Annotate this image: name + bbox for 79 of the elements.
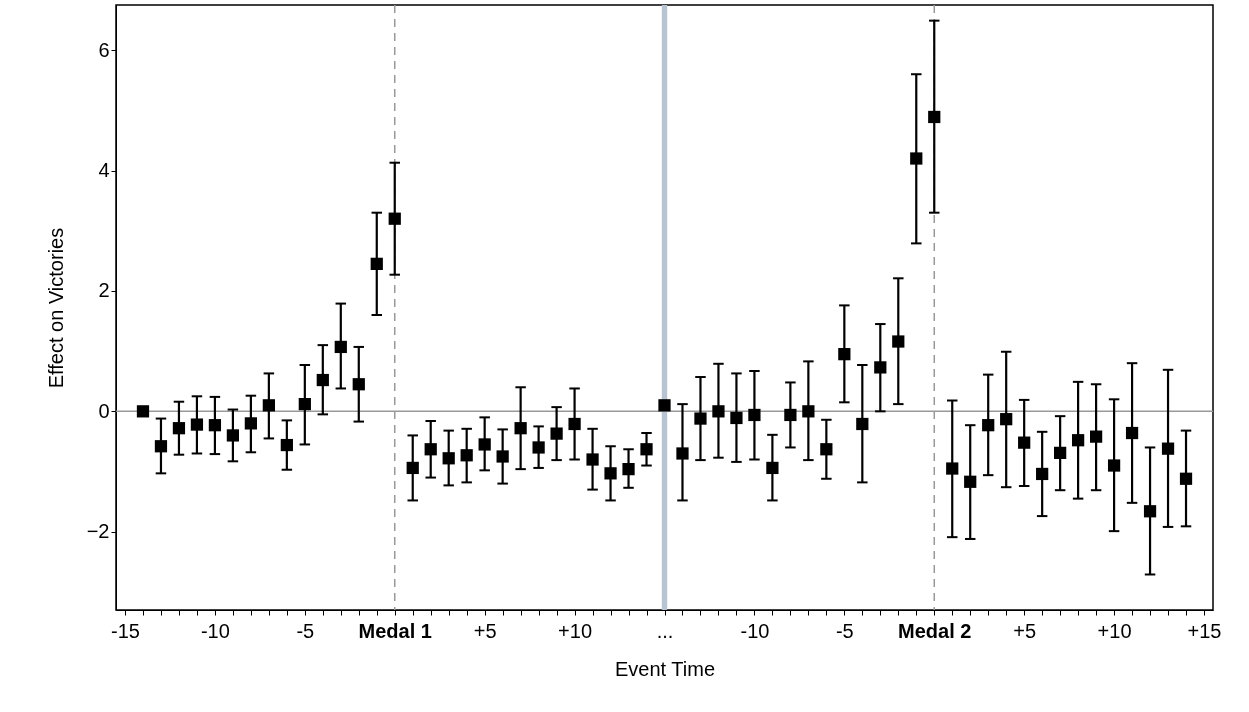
point (820, 443, 833, 456)
point (334, 340, 347, 354)
point (460, 449, 473, 462)
point (370, 257, 383, 270)
point (694, 412, 707, 425)
point (478, 438, 491, 451)
y-axis-title: Effect on Victories (44, 227, 67, 389)
x-tick-label: +10 (558, 619, 593, 642)
point (712, 405, 725, 418)
point (910, 152, 923, 165)
point (1000, 413, 1013, 426)
point (1107, 459, 1121, 472)
point (190, 418, 204, 431)
point (352, 378, 365, 391)
point (496, 450, 509, 463)
x-tick-label: Medal 1 (358, 619, 432, 642)
point (874, 361, 887, 374)
point (982, 419, 995, 432)
point (892, 335, 905, 348)
x-tick-label: +10 (1097, 619, 1132, 642)
y-tick-label: 6 (98, 38, 110, 61)
point (136, 405, 150, 418)
point (1089, 430, 1103, 443)
point (208, 419, 222, 432)
point (1036, 467, 1049, 481)
x-tick-label: -15 (111, 619, 140, 642)
point (586, 453, 599, 466)
point (1143, 505, 1157, 518)
x-tick-label: Medal 2 (898, 619, 972, 642)
point (172, 422, 186, 435)
point (838, 348, 851, 361)
x-tick-label: +5 (1013, 619, 1037, 642)
point (766, 461, 779, 475)
point (568, 417, 581, 431)
point (388, 212, 401, 225)
point (442, 452, 455, 465)
point (244, 417, 257, 430)
point (640, 443, 653, 456)
point (676, 447, 689, 460)
point (1072, 434, 1085, 447)
point (1054, 446, 1067, 459)
x-tick-label: +5 (473, 619, 497, 642)
point (424, 443, 437, 456)
point (856, 417, 869, 431)
point (730, 411, 743, 425)
y-tick-label: 0 (98, 399, 110, 422)
point (604, 467, 617, 480)
point (262, 399, 275, 412)
point (928, 110, 941, 124)
x-tick-label: -5 (296, 619, 315, 642)
point (622, 463, 635, 476)
point (748, 408, 761, 422)
point (1125, 426, 1139, 440)
x-axis-title: Event Time (614, 657, 716, 680)
point (964, 475, 977, 488)
point (514, 422, 527, 435)
point (1018, 436, 1031, 449)
point (1179, 472, 1193, 485)
point (532, 441, 545, 454)
x-tick-label: -10 (200, 619, 230, 642)
y-tick-label: 2 (98, 279, 110, 302)
point (784, 408, 797, 422)
point (550, 427, 563, 440)
x-tick-label: +15 (1187, 619, 1222, 642)
point (316, 373, 329, 387)
x-tick-label: -10 (740, 619, 770, 642)
point (406, 461, 419, 475)
x-tick-label: ... (656, 619, 674, 642)
point (154, 440, 168, 453)
point (802, 405, 815, 418)
x-tick-label: -5 (835, 619, 854, 642)
point (298, 398, 311, 411)
point (658, 399, 671, 412)
point (1161, 442, 1175, 455)
point (946, 462, 959, 475)
point (226, 429, 240, 442)
y-tick-label: 4 (98, 159, 110, 182)
y-tick-label: −2 (86, 520, 110, 543)
point (280, 438, 293, 452)
